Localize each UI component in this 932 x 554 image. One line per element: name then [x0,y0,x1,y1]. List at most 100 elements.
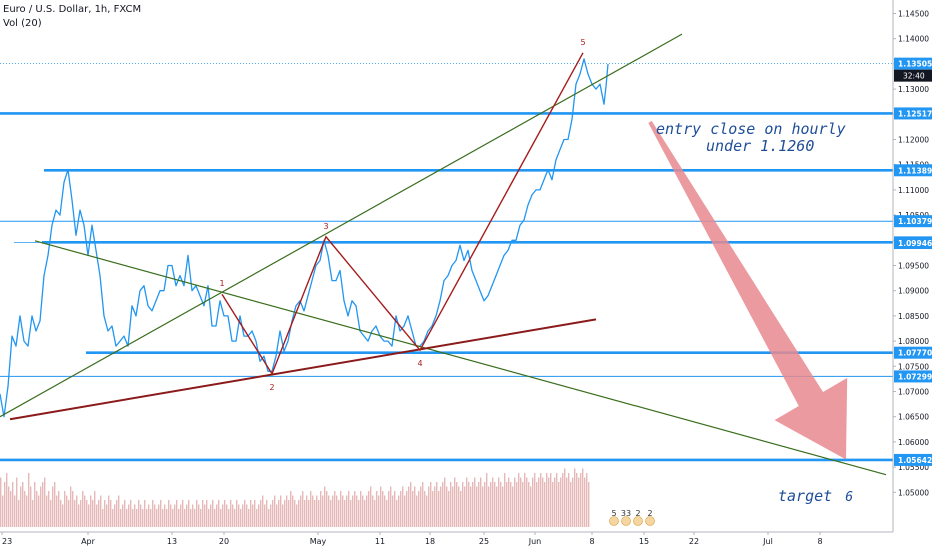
volume-bar [226,504,228,527]
volume-bar [74,500,76,527]
volume-bar [570,482,572,527]
volume-bar [406,491,408,527]
volume-bar [266,500,268,527]
x-tick-label: 11 [375,537,385,546]
volume-bar [56,495,58,527]
volume-bar [412,491,414,527]
volume-bar [252,504,254,527]
volume-bar [458,486,460,527]
volume-bar [444,477,446,527]
volume-bar [388,491,390,527]
volume-bar [274,495,276,527]
volume-bar [156,509,158,527]
volume-indicator-label[interactable]: Vol (20) [3,18,42,29]
volume-bar [330,500,332,527]
volume-bar [526,477,528,527]
countdown-label: 32:40 [903,72,925,81]
volume-bar [102,509,104,527]
volume-bar [142,509,144,527]
x-tick-label: Jul [762,537,773,546]
volume-bar [186,504,188,527]
target-word: target [778,487,833,505]
volume-bar [472,482,474,527]
volume-bar [360,491,362,527]
volume-bar [188,500,190,527]
volume-bar [418,491,420,527]
volume-bar [522,482,524,527]
volume-bar [332,495,334,527]
volume-bar [382,491,384,527]
volume-bar [454,477,456,527]
volume-bar [46,495,48,527]
volume-bar [442,482,444,527]
volume-bar [392,495,394,527]
volume-bar [428,486,430,527]
volume-bar [162,509,164,527]
level-label-bg [894,107,932,120]
volume-bar [426,495,428,527]
volume-bar [564,468,566,527]
level-label: 1.10379 [898,217,932,226]
x-tick-label: 13 [167,537,177,546]
volume-bar [106,504,108,527]
volume-bar [64,491,66,527]
volume-bar [72,491,74,527]
y-tick-label: 1.11000 [898,186,929,195]
volume-bar [322,495,324,527]
y-tick-label: 1.08500 [898,312,929,321]
volume-bar [4,482,6,527]
volume-bar [32,500,34,527]
volume-bar [346,495,348,527]
volume-bar [500,482,502,527]
volume-bar [200,509,202,527]
volume-bar [488,486,490,527]
y-tick-label: 1.05500 [898,463,929,472]
volume-bar [440,486,442,527]
volume-bar [110,500,112,527]
trend-line-0 [0,33,683,418]
volume-bar [456,482,458,527]
x-tick-label: 23 [2,537,12,546]
entry-annotation-line2: under 1.1260 [706,137,815,155]
volume-bar [558,482,560,527]
volume-bar [148,504,150,527]
level-label: 1.11389 [898,166,932,175]
volume-bar [482,486,484,527]
volume-bar [550,473,552,527]
volume-bar [220,509,222,527]
volume-bar [276,504,278,527]
volume-bar [58,491,60,527]
event-marker-label: 5 [611,509,616,518]
target-number: 6 [845,490,854,505]
volume-bar [432,491,434,527]
volume-bar [34,482,36,527]
x-tick-label: Apr [81,537,96,546]
y-tick-label: 1.09500 [898,261,929,270]
volume-bar [238,504,240,527]
volume-bar [496,486,498,527]
y-tick-label: 1.08000 [898,337,929,346]
x-tick-label: 15 [639,537,649,546]
volume-bar [344,500,346,527]
volume-bar [62,504,64,527]
volume-bar [420,486,422,527]
volume-bar [256,509,258,527]
volume-bar [352,495,354,527]
volume-bar [236,500,238,527]
level-label: 1.12517 [898,109,932,118]
level-label-bg [894,237,932,250]
volume-bar [324,486,326,527]
x-tick-label: 18 [425,537,435,546]
volume-bar [478,482,480,527]
volume-bar [328,495,330,527]
volume-bar [436,482,438,527]
level-label-bg [894,164,932,177]
volume-bar [402,486,404,527]
volume-bar [576,473,578,527]
level-label: 1.07770 [898,349,932,358]
volume-bar [42,482,44,527]
symbol-title[interactable]: Euro / U.S. Dollar, 1h, FXCM [3,4,142,15]
volume-bar [202,500,204,527]
